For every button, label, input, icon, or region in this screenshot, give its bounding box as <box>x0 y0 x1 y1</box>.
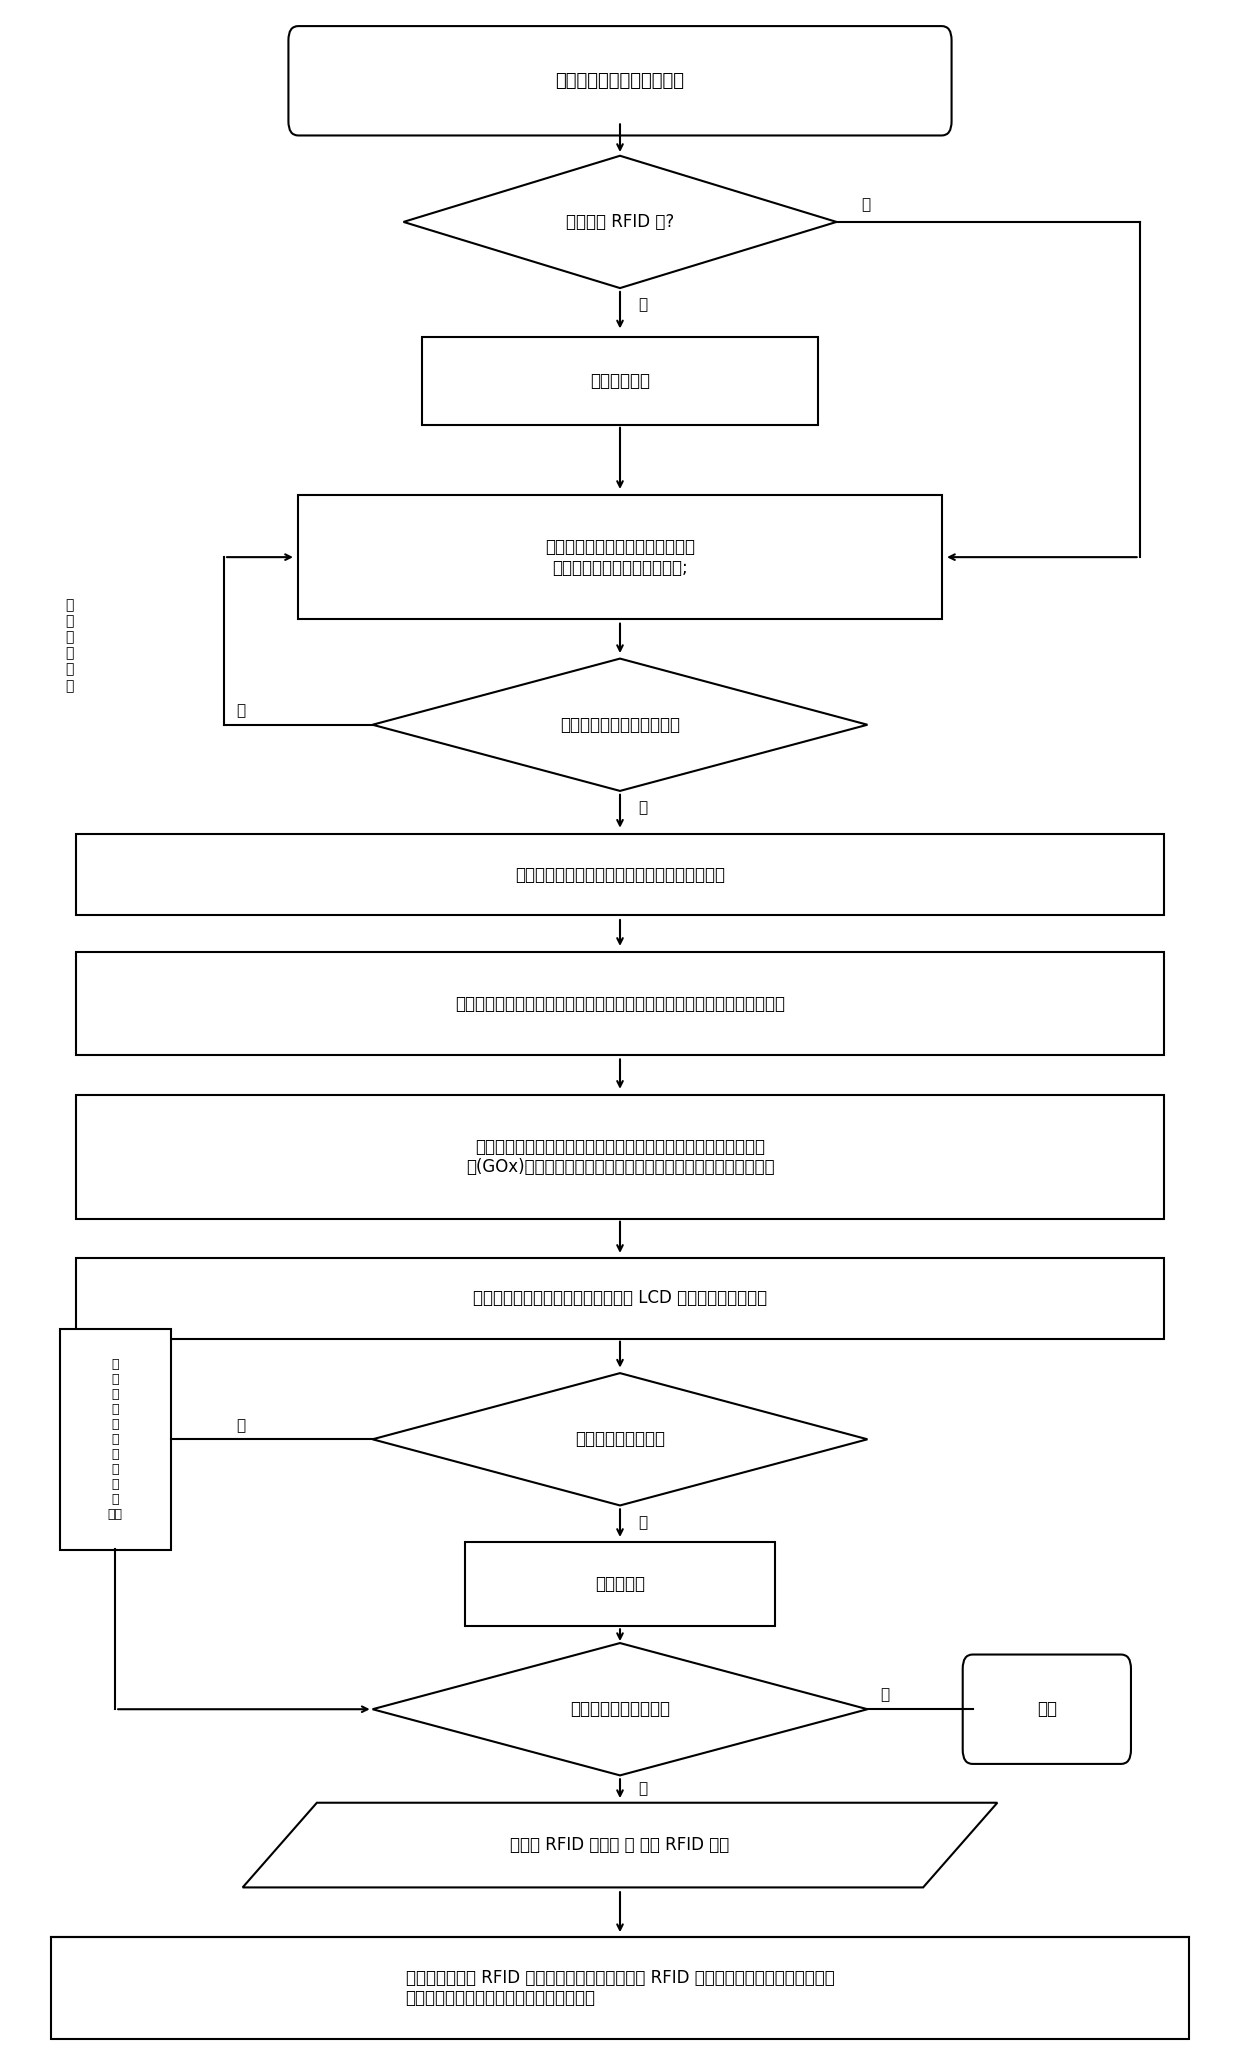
Text: 检测模块启动试纸（试片）采血区电化学传感器: 检测模块启动试纸（试片）采血区电化学传感器 <box>515 866 725 885</box>
FancyBboxPatch shape <box>76 953 1164 1054</box>
FancyBboxPatch shape <box>299 496 941 618</box>
Text: 显
示
警
告
信
息
和
血
糖
值
础值: 显 示 警 告 信 息 和 血 糖 值 础值 <box>108 1358 123 1521</box>
Text: 将已接上的试片另一端的侧面贴近手指出血位置，反应槽对准血滴进行吸血: 将已接上的试片另一端的侧面贴近手指出血位置，反应槽对准血滴进行吸血 <box>455 994 785 1013</box>
FancyBboxPatch shape <box>76 1257 1164 1339</box>
Text: 数据传输经通信模块处理，用户通过 LCD 界面进行确认、保存: 数据传输经通信模块处理，用户通过 LCD 界面进行确认、保存 <box>472 1290 768 1306</box>
Text: 发送数值到数据中心？: 发送数值到数据中心？ <box>570 1701 670 1718</box>
Text: 提
示
重
新
插
入: 提 示 重 新 插 入 <box>66 597 73 692</box>
Text: 开机－打开血糖仪检测菜单: 开机－打开血糖仪检测菜单 <box>556 72 684 89</box>
Polygon shape <box>372 1372 868 1505</box>
Text: 是: 是 <box>639 800 647 814</box>
Text: 显示血糖值: 显示血糖值 <box>595 1575 645 1594</box>
FancyBboxPatch shape <box>289 27 951 136</box>
Text: 是否认证 RFID 卡?: 是否认证 RFID 卡? <box>565 213 675 232</box>
Text: 血糖在控制范围内？: 血糖在控制范围内？ <box>575 1430 665 1449</box>
FancyBboxPatch shape <box>962 1654 1131 1763</box>
Text: 否: 否 <box>862 196 870 211</box>
Text: 否: 否 <box>237 1418 246 1432</box>
Text: 是否探测到试纸（试片）？: 是否探测到试纸（试片）？ <box>560 715 680 734</box>
Text: 否: 否 <box>237 703 246 717</box>
FancyBboxPatch shape <box>76 1096 1164 1220</box>
Polygon shape <box>372 659 868 792</box>
Text: 数据中心传回含 RFID 的历史处理数据信息或不含 RFID 的历史处理数据信息；近期平均
值、健康指数提示以及提醒下一次检测时间: 数据中心传回含 RFID 的历史处理数据信息或不含 RFID 的历史处理数据信息… <box>405 1968 835 2007</box>
Text: 是: 是 <box>639 1782 647 1796</box>
FancyBboxPatch shape <box>51 1937 1189 2040</box>
Text: 当测试窗完全被血样充满，检测模块依靠氧电极附着的葡萄糖氧化
酶(GOx)薄层来检测酶催化的反应中的耗氧量，以此计算出血糖值: 当测试窗完全被血样充满，检测模块依靠氧电极附着的葡萄糖氧化 酶(GOx)薄层来检… <box>466 1137 774 1176</box>
Text: 试纸（试片）插入检测模块端口，
显示初始化界面（全部字段）;: 试纸（试片）插入检测模块端口， 显示初始化界面（全部字段）; <box>546 537 694 577</box>
Text: 结束: 结束 <box>1037 1701 1056 1718</box>
FancyBboxPatch shape <box>422 337 818 426</box>
Text: 读取用户信息: 读取用户信息 <box>590 372 650 391</box>
Polygon shape <box>372 1643 868 1776</box>
FancyBboxPatch shape <box>76 835 1164 916</box>
Polygon shape <box>243 1802 997 1887</box>
FancyBboxPatch shape <box>60 1329 171 1550</box>
FancyBboxPatch shape <box>465 1542 775 1627</box>
Text: 是: 是 <box>639 298 647 312</box>
Text: 传输含 RFID 的数值 或 不含 RFID 的数: 传输含 RFID 的数值 或 不含 RFID 的数 <box>511 1835 729 1854</box>
Text: 否: 否 <box>880 1687 889 1703</box>
Text: 是: 是 <box>639 1515 647 1530</box>
Polygon shape <box>403 155 837 287</box>
